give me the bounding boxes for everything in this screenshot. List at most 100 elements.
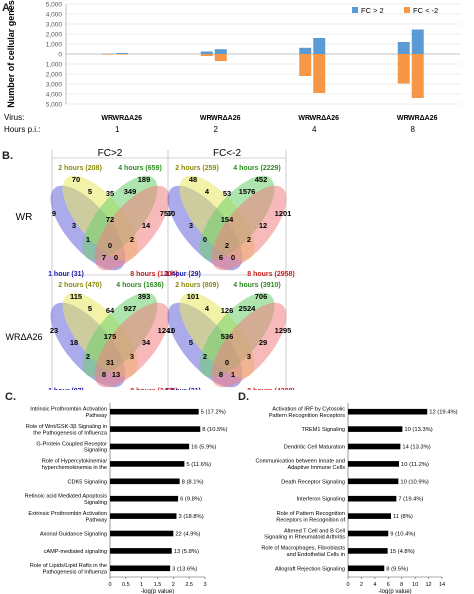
region-count: 23 [50, 326, 58, 335]
region-count: 393 [138, 292, 151, 301]
label-2-hours: 2 hours (208) [58, 165, 102, 172]
region-count: 4 [205, 187, 210, 196]
y-tick-label: 4,000 [46, 92, 63, 99]
category-label-line: the Pathogenesis of Influenza [33, 430, 108, 436]
category-label: Communication between Innate and Adaptive… [255, 459, 345, 471]
label-8-hours: 8 hours (1204) [130, 271, 177, 278]
category-label: Altered T Cell and B Cell Signaling in Rh… [264, 528, 345, 540]
region-count: 154 [221, 215, 234, 224]
bar-fc-down [102, 54, 115, 55]
region-count: 2 [203, 352, 207, 361]
bar-fc-down [313, 54, 326, 93]
virus-label-wr: WR [298, 115, 310, 122]
bar [348, 478, 399, 485]
panel-c-bar-chart: 0 0.5 1 1.5 2 2.5 3 -log(p value) 5 (17.2%) Intri… [25, 403, 227, 594]
bar-value-label: 10 (11.2%) [401, 462, 429, 468]
category-label-line: Receptors in Recognition of [276, 517, 345, 523]
panel-label-c: C. [5, 391, 16, 403]
y-tick-label: 5,000 [46, 102, 63, 109]
bar [110, 530, 174, 537]
bar [348, 443, 401, 450]
y-tick-label: 2,000 [46, 32, 63, 39]
category-label-line: Role of Wnt/GSK-3β Signaling in [26, 424, 107, 430]
bar-value-label: 10 (13.3%) [404, 427, 432, 433]
category-label: Allograft Rejection Signaling [275, 566, 345, 572]
x-tick-label: 1 [140, 582, 143, 588]
y-tick-label: 1,000 [46, 62, 63, 69]
label-8-hours: 8 hours (2425) [130, 388, 177, 390]
category-label-line: Axonal Guidance Signaling [40, 532, 107, 538]
bar [110, 513, 177, 519]
category-label: Extrinsic Prothrombin Activation Pathway [28, 511, 107, 523]
legend-swatch-down [404, 7, 410, 13]
bar-value-label: 11 (8%) [393, 514, 413, 520]
bar-fc-up [397, 42, 410, 54]
category-label: Role of Macrophages, Fibroblasts and Endo… [261, 546, 345, 558]
region-count: 70 [72, 175, 80, 184]
bar-value-label: 15 (4.8%) [390, 549, 415, 555]
category-label: TREM1 Signaling [301, 427, 345, 433]
x-tick-label: 6 [387, 582, 390, 588]
bar-fc-down [214, 54, 227, 61]
bar-fc-down [200, 54, 213, 56]
bar-value-label: 5 (17.2%) [201, 410, 226, 416]
ellipse-8-hours [94, 185, 170, 271]
category-label: Role of Wnt/GSK-3β Signaling in the Patho… [26, 424, 108, 436]
bar [110, 548, 172, 554]
region-count: 1 [86, 235, 90, 244]
region-count: 115 [70, 292, 82, 301]
category-label-line: Activation of IRF by Cytosolic [272, 407, 345, 413]
bar [348, 408, 428, 415]
x-axis-label: -log(p value) [378, 589, 411, 594]
region-count: 53 [223, 189, 231, 198]
hours-label: 8 [411, 125, 416, 134]
region-count: 0 [114, 253, 118, 262]
category-label: Retinoic acid Mediated Apoptosis Signalin… [25, 494, 108, 506]
region-count: 2 [225, 241, 229, 250]
y-tick-label: 2,000 [46, 72, 63, 79]
region-count: 3 [189, 221, 193, 230]
ellipse-8-hours [94, 302, 170, 388]
category-label-line: Allograft Rejection Signaling [275, 566, 345, 572]
bar [348, 426, 403, 432]
panel-d-bar-chart: 0 2 4 6 8 10 12 14 -log(p value) 12 (19.4%) Activa… [255, 403, 458, 594]
bar [110, 461, 185, 467]
bar-value-label: 7 (19.4%) [398, 497, 423, 503]
category-label: Dendritic Cell Maturation [284, 445, 345, 451]
category-label-line: cAMP-mediated signaling [44, 549, 107, 555]
bar-value-label: 5 (11.6%) [186, 462, 211, 468]
bar [110, 495, 179, 502]
category-label-line: Pattern Recognition Receptors [269, 413, 345, 419]
category-label-line: Intrinsic Prothrombin Activation [30, 407, 107, 413]
ellipse-8-hours [211, 185, 287, 271]
virus-label-wra26: WRΔA26 [408, 115, 438, 122]
hours-row-label: Hours p.i.: [4, 125, 40, 134]
category-label-line: Interferon Signaling [296, 497, 345, 503]
label-8-hours: 8 hours (2958) [247, 271, 294, 278]
region-count: 64 [106, 306, 115, 315]
region-count: 29 [259, 338, 267, 347]
bar-value-label: 14 (13.3%) [402, 445, 430, 451]
bar [348, 548, 388, 554]
category-label-line: and Endothelial Cells in [287, 552, 345, 558]
region-count: 12 [259, 221, 267, 230]
bar-value-label: 10 (10.9%) [400, 479, 428, 485]
category-label-line: Communication between Innate and [255, 459, 345, 465]
bar-value-label: 22 (4.9%) [175, 532, 200, 538]
bar-value-label: 13 (5.8%) [174, 549, 199, 555]
bar-fc-up [102, 53, 115, 55]
label-2-hours: 2 hours (259) [175, 165, 219, 172]
region-count: 0 [231, 253, 235, 262]
y-tick-label: 3,000 [46, 22, 63, 29]
region-count: 5 [88, 304, 92, 313]
region-count: 72 [106, 215, 114, 224]
label-1-hour: 1 hour (31) [165, 388, 201, 390]
region-count: 18 [70, 338, 78, 347]
region-count: 1201 [275, 209, 292, 218]
x-tick-label: 0 [346, 582, 349, 588]
region-count: 4 [205, 304, 210, 313]
region-count: 35 [106, 189, 114, 198]
bar [110, 478, 180, 485]
region-count: 3 [130, 352, 134, 361]
